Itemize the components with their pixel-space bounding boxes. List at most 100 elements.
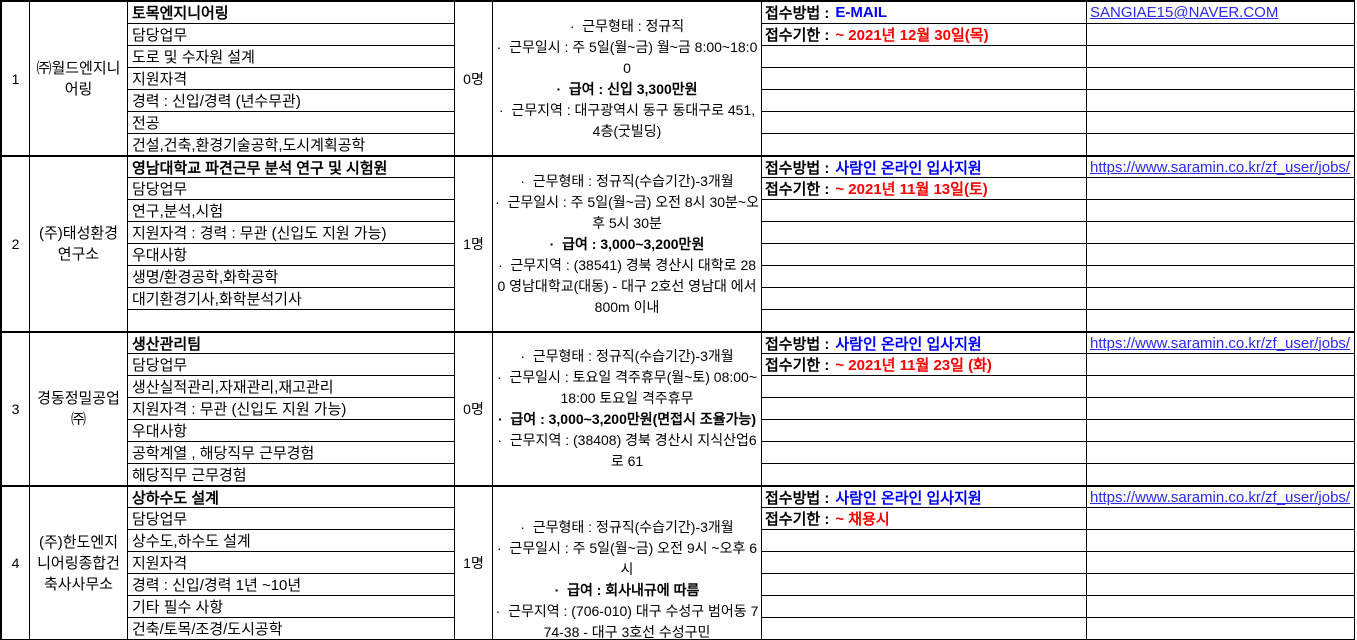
condition-line: · 근무지역 : (38408) 경북 경산시 지식산업6로 61: [497, 432, 757, 469]
contact-email-link[interactable]: SANGIAE15@NAVER.COM: [1090, 4, 1279, 21]
empty-cell: [762, 134, 1087, 156]
contact-link-cell: https://www.saramin.co.kr/zf_user/jobs/: [1087, 332, 1355, 354]
work-conditions: · 근무형태 : 정규직(수습기간)-3개월 · 근무일시 : 주 5일(월~금…: [493, 156, 762, 332]
job-detail: 담당업무: [128, 354, 455, 376]
empty-cell: [762, 420, 1087, 442]
empty-cell: [762, 46, 1087, 68]
headcount: 1명: [455, 156, 493, 332]
empty-cell: [762, 244, 1087, 266]
application-deadline-label: 접수기한 :: [765, 27, 830, 44]
empty-cell: [1087, 398, 1355, 420]
headcount: 0명: [455, 2, 493, 156]
condition-line: · 근무일시 : 주 5일(월~금) 오전 9시 ~오후 6시: [496, 540, 758, 577]
application-deadline-value: ~ 2021년 11월 13일(토): [835, 181, 988, 198]
empty-cell: [762, 310, 1087, 332]
condition-line: · 근무형태 : 정규직: [569, 17, 685, 34]
contact-link-cell: SANGIAE15@NAVER.COM: [1087, 2, 1355, 24]
empty-cell: [762, 222, 1087, 244]
company-name: (주)태성환경연구소: [30, 156, 128, 332]
job-no: 2: [2, 156, 30, 332]
application-method-label: 접수방법 :: [765, 159, 830, 177]
apply-url-link[interactable]: https://www.saramin.co.kr/zf_user/jobs/: [1090, 158, 1351, 176]
empty-cell: [1087, 354, 1355, 376]
company-name: (주)한도엔지니어링종합건축사사무소: [30, 486, 128, 640]
empty-cell: [1087, 134, 1355, 156]
application-method: 접수방법 : E-MAIL: [762, 2, 1087, 24]
empty-cell: [1087, 596, 1355, 618]
job-detail: 담당업무: [128, 178, 455, 200]
condition-line: · 근무일시 : 주 5일(월~금) 오전 8시 30분~오후 5시 30분: [495, 193, 759, 231]
work-conditions: · 근무형태 : 정규직(수습기간)-3개월 · 근무일시 : 주 5일(월~금…: [493, 486, 762, 640]
empty-cell: [762, 442, 1087, 464]
empty-cell: [1087, 266, 1355, 288]
application-deadline-label: 접수기한 :: [765, 511, 830, 528]
company-name: 경동정밀공업㈜: [30, 332, 128, 486]
empty-cell: [762, 112, 1087, 134]
empty-cell: [1087, 90, 1355, 112]
application-deadline-label: 접수기한 :: [765, 181, 830, 198]
condition-line: · 근무형태 : 정규직(수습기간)-3개월: [520, 172, 734, 189]
empty-cell: [762, 266, 1087, 288]
headcount: 1명: [455, 486, 493, 640]
empty-cell: [762, 398, 1087, 420]
job-no: 1: [2, 2, 30, 156]
application-deadline-label: 접수기한 :: [765, 357, 830, 374]
condition-line: · 급여 : 신입 3,300만원: [556, 80, 698, 97]
empty-cell: [762, 530, 1087, 552]
job-detail: 경력 : 신입/경력 1년 ~10년: [128, 574, 455, 596]
application-method-value: 사람인 온라인 입사지원: [835, 335, 982, 353]
job-detail: 지원자격 : 경력 : 무관 (신입도 지원 가능): [128, 222, 455, 244]
application-method-value: E-MAIL: [835, 4, 888, 21]
job-detail: 해당직무 근무경험: [128, 464, 455, 486]
job-detail: 기타 필수 사항: [128, 596, 455, 618]
condition-line: · 근무지역 : 대구광역시 동구 동대구로 451, 4층(굿빌딩): [498, 101, 759, 139]
empty-cell: [1087, 310, 1355, 332]
application-deadline-value: ~ 2021년 11월 23일 (화): [835, 357, 992, 374]
application-method: 접수방법 : 사람인 온라인 입사지원: [762, 156, 1087, 178]
application-method-value: 사람인 온라인 입사지원: [835, 159, 982, 177]
contact-link-cell: https://www.saramin.co.kr/zf_user/jobs/: [1087, 156, 1355, 178]
empty-cell: [1087, 178, 1355, 200]
empty-cell: [1087, 464, 1355, 486]
empty-cell: [762, 574, 1087, 596]
job-detail: 연구,분석,시험: [128, 200, 455, 222]
application-method-label: 접수방법 :: [765, 489, 830, 507]
application-deadline-value: ~ 2021년 12월 30일(목): [835, 27, 989, 44]
job-detail: 지원자격: [128, 552, 455, 574]
job-detail: 담당업무: [128, 508, 455, 530]
job-detail: 생산실적관리,자재관리,재고관리: [128, 376, 455, 398]
job-detail: 상수도,하수도 설계: [128, 530, 455, 552]
job-detail: 우대사항: [128, 420, 455, 442]
condition-line: · 근무지역 : (706-010) 대구 수성구 범어동 774-38 - 대…: [495, 603, 759, 640]
apply-url-link[interactable]: https://www.saramin.co.kr/zf_user/jobs/: [1090, 334, 1351, 352]
empty-cell: [762, 464, 1087, 486]
condition-line: · 급여 : 3,000~3,200만원: [549, 235, 705, 252]
empty-cell: [762, 68, 1087, 90]
application-method: 접수방법 : 사람인 온라인 입사지원: [762, 486, 1087, 508]
headcount: 0명: [455, 332, 493, 486]
empty-cell: [1087, 376, 1355, 398]
job-no: 4: [2, 486, 30, 640]
empty-cell: [1087, 68, 1355, 90]
condition-line: · 근무지역 : (38541) 경북 경산시 대학로 280 영남대학교(대동…: [497, 256, 761, 315]
work-conditions: · 근무형태 : 정규직 · 근무일시 : 주 5일(월~금) 월~금 8:00…: [493, 2, 762, 156]
job-detail: 담당업무: [128, 24, 455, 46]
empty-cell: [762, 552, 1087, 574]
condition-line: · 근무형태 : 정규직(수습기간)-3개월: [520, 348, 734, 364]
empty-cell: [1087, 574, 1355, 596]
apply-url-link[interactable]: https://www.saramin.co.kr/zf_user/jobs/: [1090, 488, 1351, 506]
empty-cell: [762, 376, 1087, 398]
job-detail: 지원자격 : 무관 (신입도 지원 가능): [128, 398, 455, 420]
job-no: 3: [2, 332, 30, 486]
job-detail: 건축/토목/조경/도시공학: [128, 618, 455, 640]
condition-line: · 근무일시 : 주 5일(월~금) 월~금 8:00~18:00: [496, 38, 758, 76]
company-name: ㈜월드엔지니어링: [30, 2, 128, 156]
condition-line: · 근무형태 : 정규직(수습기간)-3개월: [520, 519, 734, 535]
empty-cell: [1087, 24, 1355, 46]
job-detail: 도로 및 수자원 설계: [128, 46, 455, 68]
work-conditions: · 근무형태 : 정규직(수습기간)-3개월 · 근무일시 : 토요일 격주휴무…: [493, 332, 762, 486]
application-deadline: 접수기한 : ~ 2021년 11월 23일 (화): [762, 354, 1087, 376]
application-method: 접수방법 : 사람인 온라인 입사지원: [762, 332, 1087, 354]
job-detail: 건설,건축,환경기술공학,도시계획공학: [128, 134, 455, 156]
